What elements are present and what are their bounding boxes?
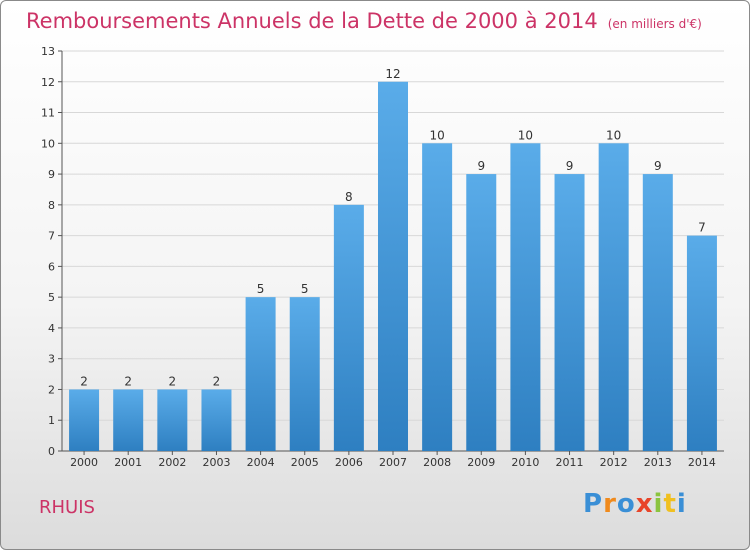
data-label: 9 xyxy=(477,159,485,173)
bar xyxy=(113,389,144,451)
x-tick-label: 2007 xyxy=(379,456,407,469)
x-tick-label: 2011 xyxy=(556,456,584,469)
y-tick-label: 0 xyxy=(48,445,55,458)
x-tick-label: 2009 xyxy=(467,456,495,469)
y-tick-label: 4 xyxy=(48,322,55,335)
logo-letter: r xyxy=(603,489,617,519)
x-tick-label: 2010 xyxy=(511,456,539,469)
data-label: 9 xyxy=(654,159,662,173)
y-tick-label: 13 xyxy=(41,45,55,58)
y-tick-label: 1 xyxy=(48,414,55,427)
bar xyxy=(598,143,629,452)
data-label: 10 xyxy=(606,128,621,142)
bar xyxy=(69,389,100,451)
data-label: 5 xyxy=(257,282,265,296)
proxiti-logo: Proxiti xyxy=(583,489,687,519)
x-tick-label: 2001 xyxy=(114,456,142,469)
x-tick-label: 2002 xyxy=(158,456,186,469)
y-tick-label: 11 xyxy=(41,107,55,120)
data-label: 2 xyxy=(169,374,177,388)
bar xyxy=(422,143,453,452)
bar xyxy=(157,389,188,451)
bar xyxy=(245,297,276,451)
y-tick-label: 2 xyxy=(48,383,55,396)
commune-name: RHUIS xyxy=(39,497,95,518)
data-label: 9 xyxy=(566,159,574,173)
x-tick-label: 2014 xyxy=(688,456,716,469)
y-tick-label: 6 xyxy=(48,260,55,273)
y-tick-label: 12 xyxy=(41,76,55,89)
bar xyxy=(642,174,673,452)
bar xyxy=(289,297,320,451)
data-label: 5 xyxy=(301,282,309,296)
logo-letter: i xyxy=(653,489,664,519)
logo-letter: o xyxy=(616,489,636,519)
y-tick-label: 8 xyxy=(48,199,55,212)
y-tick-label: 9 xyxy=(48,168,55,181)
y-tick-label: 3 xyxy=(48,353,55,366)
data-label: 2 xyxy=(80,374,88,388)
bar xyxy=(378,81,408,452)
bar xyxy=(554,174,585,452)
bar xyxy=(686,235,717,451)
y-tick-label: 7 xyxy=(48,230,55,243)
chart-title: Remboursements Annuels de la Dette de 20… xyxy=(26,9,702,33)
chart-unit: (en milliers d'€) xyxy=(607,17,702,31)
x-tick-label: 2004 xyxy=(247,456,275,469)
bar xyxy=(510,143,541,452)
y-tick-label: 10 xyxy=(41,137,55,150)
logo-letter: t xyxy=(663,489,677,519)
y-tick-label: 5 xyxy=(48,291,55,304)
data-label: 2 xyxy=(213,374,221,388)
x-tick-label: 2013 xyxy=(644,456,672,469)
x-tick-label: 2008 xyxy=(423,456,451,469)
data-label: 8 xyxy=(345,190,353,204)
logo-letter: x xyxy=(635,489,654,519)
logo-letter: i xyxy=(676,489,687,519)
x-tick-label: 2003 xyxy=(202,456,230,469)
x-tick-label: 2005 xyxy=(291,456,319,469)
logo-letter: P xyxy=(583,489,604,519)
bar xyxy=(466,174,497,452)
data-label: 10 xyxy=(518,128,533,142)
data-label: 12 xyxy=(385,67,400,81)
x-tick-label: 2000 xyxy=(70,456,98,469)
x-tick-label: 2006 xyxy=(335,456,363,469)
bar xyxy=(333,204,364,451)
data-label: 7 xyxy=(698,221,706,235)
x-tick-label: 2012 xyxy=(600,456,628,469)
data-label: 2 xyxy=(124,374,132,388)
data-label: 10 xyxy=(429,128,444,142)
bar xyxy=(201,389,232,451)
chart-title-text: Remboursements Annuels de la Dette de 20… xyxy=(26,9,598,33)
